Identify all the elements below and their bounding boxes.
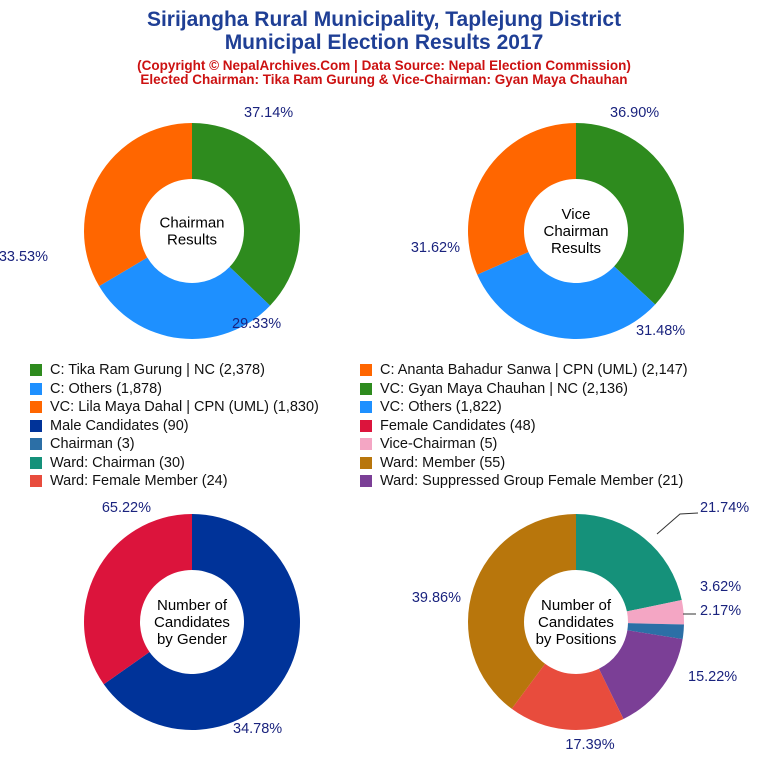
- legend-swatch: [360, 438, 372, 450]
- legend-label: Chairman (3): [50, 436, 135, 452]
- slice-percent-label: 31.62%: [411, 240, 460, 256]
- donut-center-label: Number of: [541, 597, 612, 614]
- legend-label: C: Ananta Bahadur Sanwa | CPN (UML) (2,1…: [380, 362, 688, 378]
- donut-center-label: by Positions: [536, 631, 617, 648]
- legend-item: VC: Gyan Maya Chauhan | NC (2,136): [360, 381, 628, 397]
- legend-item: Male Candidates (90): [30, 418, 189, 434]
- label-leader-line: [656, 512, 699, 535]
- donut-center-label: Number of: [157, 597, 228, 614]
- pie-slice: [626, 600, 684, 625]
- legend-label: Ward: Chairman (30): [50, 454, 185, 471]
- legend-swatch: [360, 419, 372, 432]
- slice-percent-label: 34.78%: [233, 721, 282, 737]
- donut-center-label: Results: [551, 240, 601, 257]
- chart-subtitle-line-2: Elected Chairman: Tika Ram Gurung & Vice…: [140, 72, 628, 87]
- legend-swatch: [30, 475, 42, 487]
- legend-label: VC: Others (1,822): [380, 399, 502, 415]
- slice-percent-label: 29.33%: [232, 316, 281, 332]
- legend-swatch: [30, 382, 42, 395]
- donut-center-label: Candidates: [538, 614, 614, 631]
- legend-label: Male Candidates (90): [50, 417, 189, 434]
- legend-item: VC: Others (1,822): [360, 399, 502, 415]
- donut-center-label: Chairman: [543, 223, 608, 240]
- legend-swatch: [30, 401, 42, 413]
- legend-item: Vice-Chairman (5): [360, 436, 497, 452]
- pie-slice: [103, 514, 300, 730]
- legend-swatch: [30, 364, 42, 376]
- legend-item: Chairman (3): [30, 436, 135, 452]
- chart-subtitle-line-1: (Copyright © NepalArchives.Com | Data So…: [137, 58, 631, 73]
- donut-center-label: Results: [167, 232, 217, 249]
- pie-slice: [627, 623, 684, 640]
- legend-item: C: Ananta Bahadur Sanwa | CPN (UML) (2,1…: [360, 362, 688, 378]
- donut-center-label: Vice: [562, 206, 591, 223]
- slice-percent-label: 65.22%: [102, 500, 151, 516]
- legend-swatch: [360, 364, 372, 376]
- slice-percent-label: 17.39%: [565, 737, 614, 753]
- pie-slice: [477, 252, 656, 339]
- slice-percent-label: 2.17%: [700, 603, 741, 619]
- legend-item: C: Others (1,878): [30, 381, 162, 397]
- donut-chart-4: 21.74% 3.62% 2.17% 15.22% 17.39% 39.86% Number…: [412, 500, 749, 753]
- slice-percent-label: 37.14%: [244, 105, 293, 121]
- legend-swatch: [30, 438, 42, 450]
- pie-slice: [84, 123, 192, 287]
- slice-percent-label: 3.62%: [700, 579, 741, 595]
- chart-title-line-1: Sirijangha Rural Municipality, Taplejung…: [146, 8, 622, 31]
- legend-label: Female Candidates (48): [380, 417, 536, 434]
- legend-label: VC: Gyan Maya Chauhan | NC (2,136): [380, 380, 628, 397]
- legend-label: Ward: Suppressed Group Female Member (21…: [380, 473, 684, 489]
- legend-label: VC: Lila Maya Dahal | CPN (UML) (1,830): [50, 399, 319, 415]
- legend-item: Ward: Suppressed Group Female Member (21…: [360, 473, 683, 489]
- slice-percent-label: 36.90%: [610, 105, 659, 121]
- legend-item: Ward: Female Member (24): [30, 473, 228, 489]
- pie-slice: [83, 514, 192, 685]
- donut-center-label: by Gender: [157, 631, 227, 648]
- legend-label: Ward: Female Member (24): [50, 473, 228, 489]
- legend-label: C: Tika Ram Gurung | NC (2,378): [50, 362, 265, 378]
- legend-swatch: [30, 419, 42, 432]
- legend-item: Ward: Member (55): [360, 455, 505, 471]
- slice-percent-label: 39.86%: [412, 590, 461, 606]
- pie-slice: [576, 514, 682, 612]
- legend-item: Ward: Chairman (30): [30, 455, 185, 471]
- donut-center-label: Chairman: [159, 215, 224, 232]
- legend-item: Female Candidates (48): [360, 418, 536, 434]
- legend-swatch: [360, 456, 372, 469]
- legend-swatch: [360, 401, 372, 413]
- legend-swatch: [360, 382, 372, 395]
- legend-label: Ward: Member (55): [380, 454, 506, 471]
- pie-slice: [467, 123, 576, 275]
- pie-slice: [576, 123, 684, 305]
- legend-label: Vice-Chairman (5): [380, 436, 498, 452]
- pie-slice: [467, 514, 576, 709]
- legend-item: C: Tika Ram Gurung | NC (2,378): [30, 362, 265, 378]
- pie-slice: [192, 123, 300, 306]
- donut-center-label: Candidates: [154, 614, 230, 631]
- legend-label: C: Others (1,878): [50, 380, 163, 397]
- slice-percent-label: 21.74%: [700, 500, 749, 516]
- pie-slice: [511, 663, 624, 730]
- slice-percent-label: 31.48%: [636, 323, 685, 339]
- chart-title-line-2: Municipal Election Results 2017: [224, 31, 544, 54]
- slice-percent-label: 33.53%: [0, 249, 48, 265]
- pie-slice: [598, 630, 683, 719]
- legend-swatch: [30, 456, 42, 469]
- pie-slice: [99, 257, 271, 340]
- slice-percent-label: 15.22%: [688, 669, 737, 685]
- legend-swatch: [360, 475, 372, 487]
- legend-item: VC: Lila Maya Dahal | CPN (UML) (1,830): [30, 399, 319, 415]
